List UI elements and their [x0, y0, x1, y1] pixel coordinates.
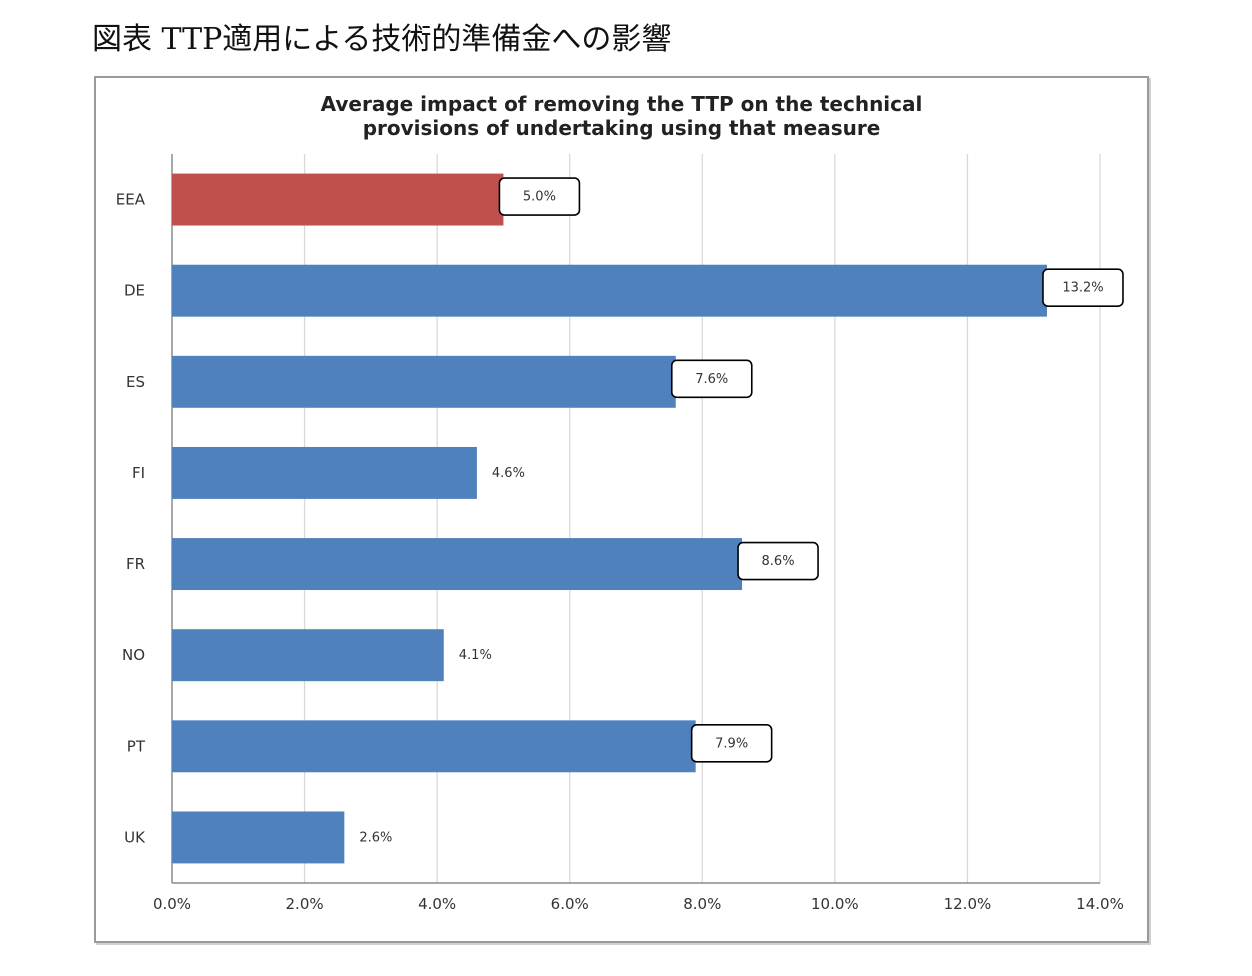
- category-label: ES: [126, 373, 145, 391]
- x-tick-label: 2.0%: [286, 895, 324, 913]
- category-label: NO: [122, 646, 145, 664]
- bar-es: [172, 355, 676, 408]
- data-label: 8.6%: [762, 554, 795, 569]
- data-label: 4.6%: [492, 466, 525, 481]
- bar-no: [172, 629, 444, 682]
- data-label: 13.2%: [1062, 281, 1103, 296]
- bar-fi: [172, 446, 477, 499]
- bar-de: [172, 264, 1047, 317]
- data-label-box: [1042, 268, 1124, 307]
- chart-title-line-1: Average impact of removing the TTP on th…: [320, 92, 923, 116]
- data-label: 7.6%: [695, 372, 728, 387]
- x-tick-label: 12.0%: [944, 895, 992, 913]
- chart-title-line-2: provisions of undertaking using that mea…: [362, 116, 881, 140]
- bar-fr: [172, 538, 743, 591]
- x-tick-label: 14.0%: [1076, 895, 1124, 913]
- data-label: 7.9%: [715, 736, 748, 751]
- data-label-box: [737, 541, 819, 581]
- data-label-box: [498, 177, 581, 216]
- bar-pt: [172, 720, 696, 773]
- category-label: EEA: [116, 191, 146, 209]
- bar-chart: 0.0% 2.0% 4.0% 6.0% 8.0% 10.0% 12.0% 14.0% EEA 5.…: [116, 154, 1124, 913]
- category-label: FI: [132, 464, 145, 482]
- data-label-box: [670, 359, 753, 399]
- data-label: 5.0%: [523, 190, 556, 205]
- figure-caption: 図表 TTP適用による技術的準備金への影響: [92, 22, 672, 57]
- category-label: PT: [127, 737, 146, 755]
- bar-uk: [172, 811, 345, 864]
- x-tick-label: 4.0%: [418, 895, 456, 913]
- x-tick-label: 8.0%: [683, 895, 721, 913]
- category-label: DE: [124, 282, 145, 300]
- x-tick-label: 0.0%: [153, 895, 191, 913]
- chart-frame: Average impact of removing the TTP on th…: [94, 76, 1149, 943]
- bar-eea: [172, 173, 504, 226]
- data-label: 2.6%: [359, 830, 392, 845]
- category-label: UK: [124, 828, 146, 846]
- data-label: 4.1%: [459, 648, 492, 663]
- x-tick-label: 10.0%: [811, 895, 859, 913]
- chart-title: Average impact of removing the TTP on th…: [96, 92, 1147, 140]
- x-tick-label: 6.0%: [551, 895, 589, 913]
- data-label-box: [690, 724, 773, 763]
- category-label: FR: [126, 555, 145, 573]
